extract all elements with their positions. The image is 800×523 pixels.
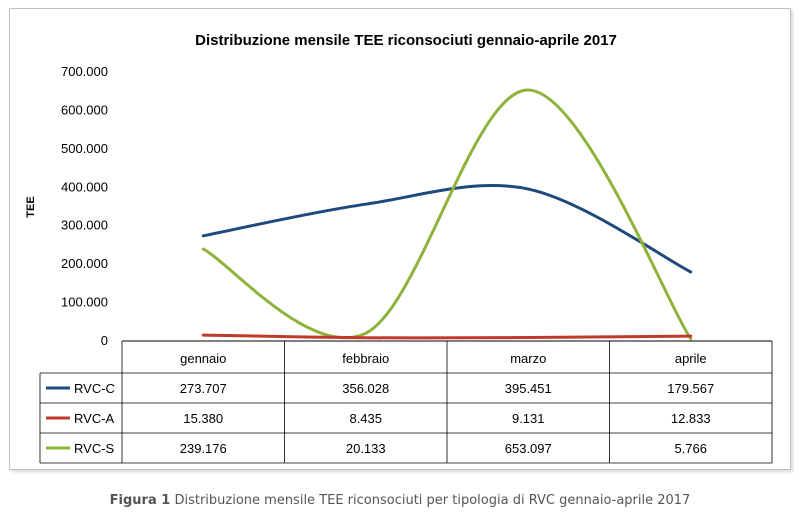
data-label: 20.133: [346, 441, 386, 456]
series-line-rvc-s: [201, 88, 693, 341]
legend-label: RVC-A: [74, 411, 115, 426]
data-label: 12.833: [671, 411, 711, 426]
x-category-label: aprile: [675, 351, 707, 366]
caption-label: Figura 1: [109, 493, 171, 508]
y-tick-label: 600.000: [61, 102, 108, 117]
y-axis-ticks: 0 100.000 200.000 300.000 400.000 500.000 600.…: [61, 64, 108, 348]
legend-label: RVC-C: [74, 381, 115, 396]
series-lines: [201, 88, 693, 341]
legend-label: RVC-S: [74, 441, 115, 456]
chart-title: Distribuzione mensile TEE riconsociuti g…: [195, 32, 617, 49]
data-label: 653.097: [505, 441, 552, 456]
data-label: 5.766: [674, 441, 707, 456]
y-tick-label: 700.000: [61, 64, 108, 79]
y-axis-title: TEE: [25, 196, 37, 217]
y-tick-label: 0: [101, 333, 108, 348]
y-tick-label: 400.000: [61, 179, 108, 194]
data-label: 15.380: [183, 411, 223, 426]
caption-text: Distribuzione mensile TEE riconsociuti p…: [174, 493, 691, 508]
x-category-label: febbraio: [342, 351, 389, 366]
data-table: gennaio febbraio marzo aprile RVC-C 273.707 35…: [39, 341, 773, 464]
data-label: 239.176: [180, 441, 227, 456]
x-category-label: gennaio: [180, 351, 226, 366]
data-label: 9.131: [512, 411, 545, 426]
data-label: 395.451: [505, 381, 552, 396]
chart-frame: Distribuzione mensile TEE riconsociuti g…: [9, 8, 791, 470]
figure-caption: Figura 1 Distribuzione mensile TEE ricon…: [0, 493, 800, 508]
data-label: 8.435: [349, 411, 382, 426]
y-tick-label: 500.000: [61, 141, 108, 156]
y-tick-label: 100.000: [61, 295, 108, 310]
data-label: 356.028: [342, 381, 389, 396]
data-label: 179.567: [667, 381, 714, 396]
series-line-rvc-a: [201, 333, 693, 340]
y-tick-label: 300.000: [61, 218, 108, 233]
data-label: 273.707: [180, 381, 227, 396]
y-tick-label: 200.000: [61, 256, 108, 271]
line-chart: Distribuzione mensile TEE riconsociuti g…: [25, 32, 773, 464]
x-category-label: marzo: [510, 351, 546, 366]
